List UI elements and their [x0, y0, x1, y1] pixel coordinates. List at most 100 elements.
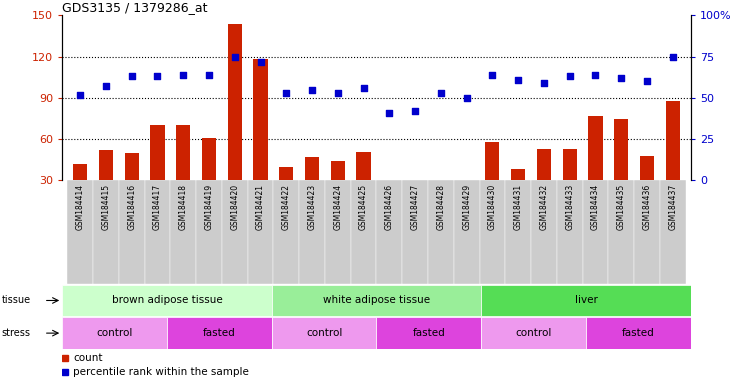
Bar	[272, 285, 481, 316]
Bar	[460, 182, 474, 222]
Bar	[124, 153, 139, 222]
Bar	[376, 318, 481, 349]
Bar	[382, 211, 396, 222]
Point	[590, 72, 602, 78]
Bar	[351, 180, 376, 284]
Bar	[454, 180, 480, 284]
Bar	[299, 180, 325, 284]
Point	[641, 78, 653, 84]
Bar	[408, 183, 423, 222]
Text: count: count	[73, 353, 102, 363]
Text: GSM184421: GSM184421	[256, 184, 265, 230]
Point	[512, 77, 524, 83]
Text: GSM184414: GSM184414	[76, 184, 85, 230]
Point	[151, 73, 163, 79]
Point	[667, 53, 678, 60]
Text: control: control	[306, 328, 342, 338]
Bar	[325, 180, 351, 284]
Bar	[481, 285, 691, 316]
Bar	[222, 180, 248, 284]
Bar	[531, 180, 557, 284]
Bar	[640, 156, 654, 222]
Point	[538, 80, 550, 86]
Text: GSM184428: GSM184428	[436, 184, 445, 230]
Bar	[634, 180, 660, 284]
Bar	[330, 161, 345, 222]
Point	[306, 87, 318, 93]
Text: GSM184424: GSM184424	[333, 184, 342, 230]
Bar	[586, 318, 691, 349]
Bar	[176, 126, 190, 222]
Text: fasted: fasted	[412, 328, 445, 338]
Point	[332, 90, 344, 96]
Text: brown adipose tissue: brown adipose tissue	[112, 295, 222, 306]
Bar	[305, 157, 319, 222]
Bar	[376, 180, 402, 284]
Bar	[73, 164, 87, 222]
Text: GSM184430: GSM184430	[488, 184, 497, 230]
Bar	[67, 180, 93, 284]
Text: GSM184435: GSM184435	[617, 184, 626, 230]
Text: tissue: tissue	[1, 295, 31, 306]
Text: fasted: fasted	[622, 328, 655, 338]
Bar	[279, 167, 293, 222]
Text: percentile rank within the sample: percentile rank within the sample	[73, 367, 249, 377]
Text: GDS3135 / 1379286_at: GDS3135 / 1379286_at	[62, 1, 208, 14]
Bar	[485, 142, 499, 222]
Point	[564, 73, 575, 79]
Text: GSM184427: GSM184427	[411, 184, 420, 230]
Bar	[583, 180, 608, 284]
Point	[281, 90, 292, 96]
Bar	[428, 180, 454, 284]
Bar	[196, 180, 222, 284]
Bar	[614, 119, 629, 222]
Text: GSM184422: GSM184422	[281, 184, 291, 230]
Bar	[537, 149, 551, 222]
Bar	[480, 180, 505, 284]
Bar	[202, 138, 216, 222]
Bar	[402, 180, 428, 284]
Point	[178, 72, 189, 78]
Text: GSM184429: GSM184429	[462, 184, 471, 230]
Point	[126, 73, 137, 79]
Text: GSM184433: GSM184433	[565, 184, 575, 230]
Text: control: control	[96, 328, 133, 338]
Point	[100, 83, 112, 89]
Bar	[62, 318, 167, 349]
Text: GSM184415: GSM184415	[102, 184, 110, 230]
Bar	[357, 152, 371, 222]
Text: GSM184423: GSM184423	[308, 184, 317, 230]
Bar	[248, 180, 273, 284]
Text: liver: liver	[575, 295, 597, 306]
Bar	[167, 318, 272, 349]
Point	[435, 90, 447, 96]
Bar	[119, 180, 145, 284]
Bar	[588, 116, 602, 222]
Text: GSM184437: GSM184437	[668, 184, 677, 230]
Point	[357, 85, 369, 91]
Bar	[511, 169, 526, 222]
Bar	[170, 180, 196, 284]
Bar	[227, 24, 242, 222]
Text: GSM184431: GSM184431	[514, 184, 523, 230]
Bar	[563, 149, 577, 222]
Bar	[481, 318, 586, 349]
Text: GSM184425: GSM184425	[359, 184, 368, 230]
Text: control: control	[515, 328, 552, 338]
Text: GSM184426: GSM184426	[385, 184, 394, 230]
Bar	[272, 318, 376, 349]
Bar	[99, 150, 113, 222]
Point	[384, 110, 395, 116]
Point	[75, 91, 86, 98]
Text: white adipose tissue: white adipose tissue	[323, 295, 430, 306]
Point	[461, 95, 472, 101]
Text: fasted: fasted	[203, 328, 235, 338]
Bar	[660, 180, 686, 284]
Bar	[557, 180, 583, 284]
Bar	[254, 60, 268, 222]
Text: GSM184432: GSM184432	[539, 184, 548, 230]
Point	[254, 58, 266, 65]
Bar	[666, 101, 680, 222]
Text: GSM184419: GSM184419	[205, 184, 213, 230]
Text: GSM184418: GSM184418	[178, 184, 188, 230]
